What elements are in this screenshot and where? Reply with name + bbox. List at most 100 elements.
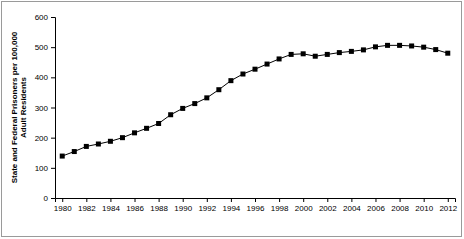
- plot: 1980 1982 1984 1986 1988 1990 1992 1994 1996 1998…: [35, 13, 458, 213]
- y-tick-mark: [51, 47, 55, 48]
- x-tick: 2006: [367, 198, 385, 213]
- x-tick-mark: [231, 198, 232, 202]
- frame: [2, 2, 462, 237]
- x-tick-mark: [183, 198, 184, 202]
- marker: [96, 142, 101, 147]
- x-tick-label: 2008: [391, 204, 409, 213]
- marker: [144, 126, 149, 131]
- y-axis-line: [51, 18, 56, 199]
- x-tick-mark: [110, 198, 111, 202]
- y-tick: 100: [35, 164, 55, 173]
- x-tick-label: 1984: [102, 204, 120, 213]
- x-tick-mark: [424, 198, 425, 202]
- x-tick: 1986: [126, 198, 144, 213]
- marker: [60, 154, 65, 159]
- y-axis-title: State and Federal Prisoners per 100,000A…: [10, 31, 28, 183]
- y-tick: 400: [35, 73, 55, 82]
- x-tick-mark: [327, 198, 328, 202]
- x-tick-label: 2012: [439, 204, 457, 213]
- x-tick-mark: [207, 198, 208, 202]
- y-tick-mark: [51, 138, 55, 139]
- y-axis-title-line: Adult Residents: [19, 77, 28, 138]
- x-tick-mark: [351, 198, 352, 202]
- marker: [373, 44, 378, 49]
- x-tick: 2000: [295, 198, 313, 213]
- marker: [84, 144, 89, 149]
- marker: [349, 49, 354, 54]
- x-tick-mark: [303, 198, 304, 202]
- marker: [265, 62, 270, 67]
- x-tick: 1988: [150, 198, 168, 213]
- x-tick: 1982: [78, 198, 96, 213]
- marker: [397, 43, 402, 48]
- x-tick-label: 2002: [319, 204, 337, 213]
- x-tick: 2002: [319, 198, 337, 213]
- x-tick-mark: [255, 198, 256, 202]
- x-tick-label: 2000: [295, 204, 313, 213]
- y-tick-mark: [51, 198, 55, 199]
- x-tick-mark: [159, 198, 160, 202]
- x-tick-mark: [375, 198, 376, 202]
- y-tick-label: 0: [44, 194, 49, 203]
- line: [62, 45, 448, 156]
- x-tick: 2010: [415, 198, 433, 213]
- y-tick-label: 100: [35, 164, 49, 173]
- marker: [228, 78, 233, 83]
- marker: [337, 50, 342, 55]
- y-tick: 200: [35, 134, 55, 143]
- x-tick: 1996: [247, 198, 265, 213]
- marker: [108, 139, 113, 144]
- y-axis-title-line: State and Federal Prisoners per 100,000: [10, 31, 19, 183]
- marker: [192, 101, 197, 106]
- marker: [313, 54, 318, 59]
- marker: [325, 52, 330, 57]
- y-axis: 0 100 200 300 400 500 600: [35, 13, 56, 203]
- marker: [240, 72, 245, 77]
- x-tick-mark: [135, 198, 136, 202]
- x-tick-mark: [62, 198, 63, 202]
- marker: [156, 121, 161, 126]
- marker: [216, 87, 221, 92]
- marker: [72, 149, 77, 154]
- x-tick-label: 1982: [78, 204, 96, 213]
- x-tick-label: 1980: [54, 204, 72, 213]
- x-tick-label: 1986: [126, 204, 144, 213]
- x-tick-label: 2004: [343, 204, 361, 213]
- marker: [253, 67, 258, 72]
- x-tick: 1994: [223, 198, 241, 213]
- x-tick: 2004: [343, 198, 361, 213]
- y-tick-label: 400: [35, 73, 49, 82]
- x-tick: 1990: [174, 198, 192, 213]
- y-tick-mark: [51, 77, 55, 78]
- marker: [421, 45, 426, 50]
- y-tick-mark: [51, 168, 55, 169]
- marker: [289, 52, 294, 57]
- x-tick-label: 1996: [247, 204, 265, 213]
- marker: [132, 130, 137, 135]
- x-tick-label: 1990: [174, 204, 192, 213]
- y-tick: 600: [35, 13, 55, 22]
- x-tick: 1984: [102, 198, 120, 213]
- x-tick-mark: [448, 198, 449, 202]
- marker: [445, 51, 450, 56]
- y-tick-mark: [51, 17, 55, 18]
- x-tick: 1998: [271, 198, 289, 213]
- marker: [204, 95, 209, 100]
- x-tick-label: 2010: [415, 204, 433, 213]
- x-axis: 1980 1982 1984 1986 1988 1990 1992 1994 1996 1998…: [54, 198, 458, 213]
- marker: [120, 135, 125, 140]
- x-tick-mark: [86, 198, 87, 202]
- chart: 1980 1982 1984 1986 1988 1990 1992 1994 1996 1998…: [0, 0, 464, 239]
- x-tick-label: 1992: [198, 204, 216, 213]
- y-tick: 500: [35, 43, 55, 52]
- y-tick-mark: [51, 108, 55, 109]
- x-tick-label: 1994: [223, 204, 241, 213]
- x-tick-label: 2006: [367, 204, 385, 213]
- x-tick-mark: [279, 198, 280, 202]
- y-tick-label: 300: [35, 104, 49, 113]
- marker: [180, 106, 185, 111]
- marker: [301, 51, 306, 56]
- marker: [409, 43, 414, 48]
- x-tick: 2012: [439, 198, 457, 213]
- marker: [385, 43, 390, 48]
